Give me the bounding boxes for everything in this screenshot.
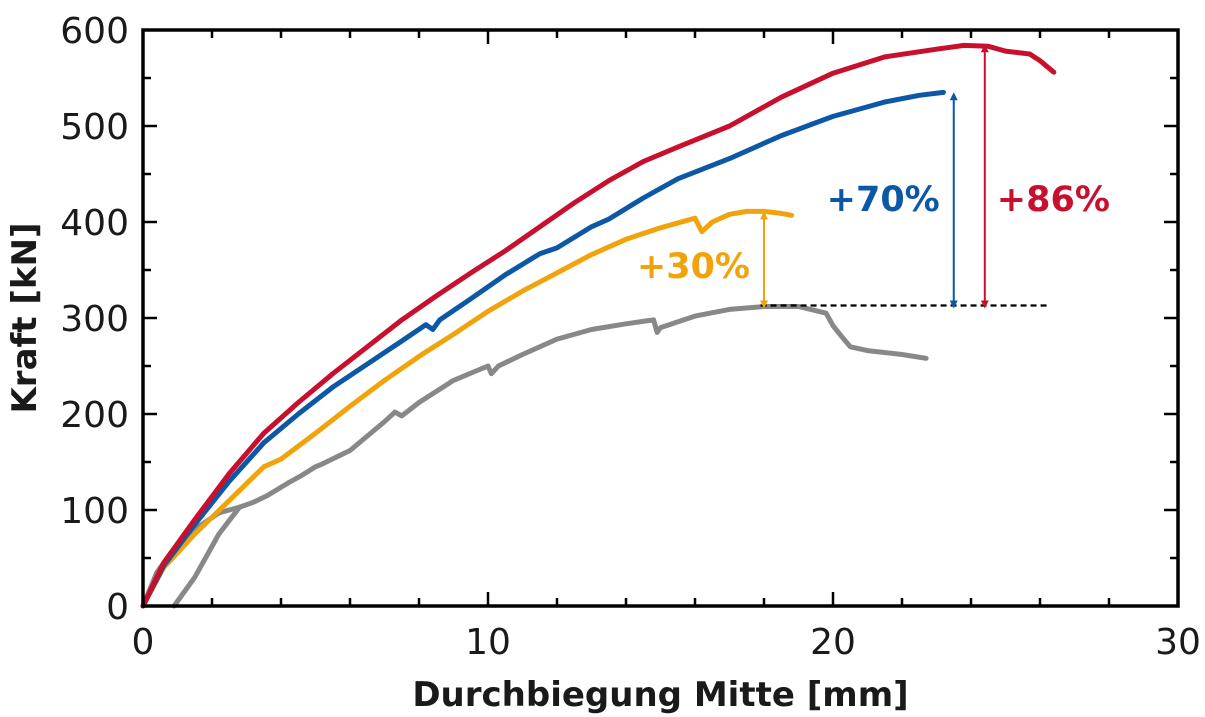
y-tick-label: 600 (60, 11, 129, 52)
annotation-label: +70% (827, 180, 940, 220)
y-tick-label: 0 (106, 587, 129, 628)
plot-frame (141, 28, 1180, 608)
x-tick-label: 0 (132, 622, 155, 663)
y-tick-label: 200 (60, 395, 129, 436)
annotation-label: +86% (997, 180, 1110, 220)
series-line-4 (140, 89, 946, 609)
y-tick-label: 400 (60, 203, 129, 244)
ticks-layer (141, 28, 1180, 608)
annotation-label: +30% (637, 247, 750, 287)
series-layer (140, 42, 1057, 609)
y-axis-title: Kraft [kN] (5, 222, 45, 413)
y-tick-label: 100 (60, 491, 129, 532)
y-tick-label: 300 (60, 299, 129, 340)
x-tick-label: 20 (810, 622, 856, 663)
annotation-layer: +30% +70% +86% (637, 44, 1110, 309)
series-line-5 (140, 42, 1057, 609)
x-tick-label: 30 (1155, 622, 1201, 663)
y-tick-label: 500 (60, 107, 129, 148)
x-axis-title: Durchbiegung Mitte [mm] (412, 675, 908, 715)
series-line-2 (171, 504, 243, 609)
series-line-3 (140, 208, 795, 609)
series-line-1 (140, 304, 929, 609)
x-tick-label: 10 (465, 622, 511, 663)
